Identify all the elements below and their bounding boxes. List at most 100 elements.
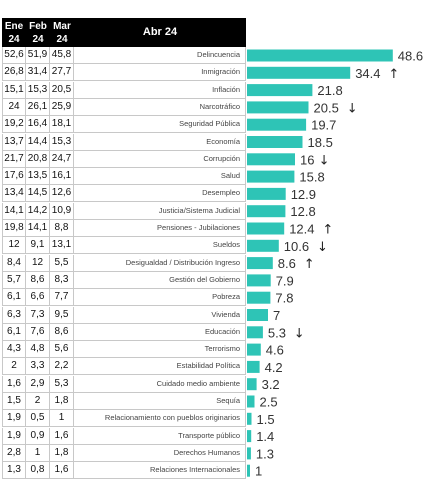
- bar-relaciones-internacionales: [247, 464, 250, 477]
- arrow-up-icon: ↑: [322, 223, 333, 238]
- value-label-justicia-sistema-judicial: 12.8: [290, 204, 315, 219]
- cell-mar-24: 1,6: [50, 462, 74, 480]
- cell-feb-24: 20,8: [26, 150, 50, 168]
- category-label-inmigracion: Inmigración: [74, 64, 246, 82]
- cell-feb-24: 31,4: [26, 64, 50, 82]
- bar-educacion: [247, 326, 263, 339]
- cell-feb-24: 26,1: [26, 98, 50, 116]
- cell-feb-24: 0,8: [26, 462, 50, 480]
- cell-ene-24: 24: [2, 98, 26, 116]
- table-row: 13,4 14,5 12,6 Desempleo: [2, 185, 246, 203]
- cell-mar-24: 16,1: [50, 168, 74, 186]
- value-label-terrorismo: 4.6: [266, 343, 284, 358]
- category-label-desigualdad-distribucion-ingreso: Desigualdad / Distribución Ingreso: [74, 254, 246, 272]
- bar-desigualdad-distribucion-ingreso: [247, 257, 273, 270]
- value-label-economia: 18.5: [308, 135, 333, 150]
- cell-mar-24: 15,3: [50, 133, 74, 151]
- value-label-derechos-humanos: 1.3: [256, 446, 274, 461]
- cell-ene-24: 19,2: [2, 116, 26, 134]
- cell-feb-24: 7,6: [26, 323, 50, 341]
- category-label-educacion: Educación: [74, 323, 246, 341]
- cell-feb-24: 3,3: [26, 358, 50, 376]
- cell-ene-24: 1,3: [2, 462, 26, 480]
- cell-feb-24: 16,4: [26, 116, 50, 134]
- value-label-inflacion: 21.8: [317, 83, 342, 98]
- bar-narcotrafico: [247, 101, 309, 114]
- cell-mar-24: 8,8: [50, 220, 74, 237]
- cell-ene-24: 5,7: [2, 271, 26, 289]
- cell-feb-24: 1: [26, 444, 50, 462]
- header-mar-24: Mar 24: [53, 21, 71, 45]
- category-label-derechos-humanos: Derechos Humanos: [74, 444, 246, 462]
- table-row: 52,6 51,9 45,8 Delincuencia: [2, 47, 246, 64]
- cell-mar-24: 20,5: [50, 81, 74, 99]
- category-label-sequia: Sequía: [74, 393, 246, 410]
- cell-mar-24: 27,7: [50, 64, 74, 82]
- cell-feb-24: 0,9: [26, 427, 50, 445]
- bar-estabilidad-politica: [247, 360, 260, 373]
- table-row: 6,3 7,3 9,5 Vivienda: [2, 306, 246, 324]
- cell-ene-24: 17,6: [2, 168, 26, 186]
- table-row: 1,9 0,9 1,6 Transporte público: [2, 427, 246, 445]
- bar-salud: [247, 170, 295, 183]
- bar-relacionamiento-con-pueblos-originarios: [247, 412, 252, 425]
- bar-sueldos: [247, 239, 279, 252]
- bar-corrupcion: [247, 153, 295, 166]
- arrow-down-icon: ↓: [294, 326, 305, 341]
- value-label-estabilidad-politica: 4.2: [265, 360, 283, 375]
- category-label-vivienda: Vivienda: [74, 306, 246, 324]
- bar-seguridad-publica: [247, 118, 307, 131]
- arrow-up-icon: ↑: [304, 257, 315, 272]
- category-label-gestion-del-gobierno: Gestión del Gobierno: [74, 271, 246, 289]
- value-label-delincuencia: 48.6: [398, 49, 423, 64]
- table-row: 24 26,1 25,9 Narcotráfico: [2, 98, 246, 116]
- category-label-salud: Salud: [74, 168, 246, 186]
- bar-desempleo: [247, 187, 286, 200]
- cell-ene-24: 8,4: [2, 254, 26, 272]
- value-label-pobreza: 7.8: [275, 291, 293, 306]
- cell-ene-24: 2: [2, 358, 26, 376]
- category-label-cuidado-medio-ambiente: Cuidado medio ambiente: [74, 375, 246, 393]
- cell-ene-24: 1,9: [2, 410, 26, 428]
- bar-inmigracion: [247, 66, 351, 79]
- bar-pensiones-jubilaciones: [247, 222, 285, 235]
- header-feb-24: Feb 24: [29, 21, 47, 45]
- table-row: 5,7 8,6 8,3 Gestión del Gobierno: [2, 271, 246, 289]
- table-row: 2 3,3 2,2 Estabilidad Política: [2, 358, 246, 376]
- value-label-cuidado-medio-ambiente: 3.2: [262, 377, 280, 392]
- cell-feb-24: 2: [26, 393, 50, 410]
- cell-ene-24: 6,1: [2, 323, 26, 341]
- cell-mar-24: 45,8: [50, 47, 74, 64]
- bar-economia: [247, 136, 303, 148]
- cell-feb-24: 0,5: [26, 410, 50, 428]
- arrow-down-icon: ↓: [319, 153, 330, 168]
- cell-ene-24: 6,3: [2, 306, 26, 324]
- cell-feb-24: 4,8: [26, 341, 50, 359]
- table-row: 19,2 16,4 18,1 Seguridad Pública: [2, 116, 246, 134]
- value-label-relaciones-internacionales: 1: [255, 464, 262, 479]
- table-row: 19,8 14,1 8,8 Pensiones - Jubilaciones: [2, 220, 246, 237]
- arrow-down-icon: ↓: [347, 101, 358, 116]
- cell-mar-24: 5,6: [50, 341, 74, 359]
- cell-mar-24: 10,9: [50, 202, 74, 220]
- cell-ene-24: 6,1: [2, 289, 26, 307]
- cell-feb-24: 14,2: [26, 202, 50, 220]
- value-label-gestion-del-gobierno: 7.9: [276, 273, 294, 288]
- category-label-relacionamiento-con-pueblos-originarios: Relacionamiento con pueblos originarios: [74, 410, 246, 428]
- arrow-up-icon: ↑: [388, 67, 399, 82]
- table-row: 6,1 7,6 8,6 Educación: [2, 323, 246, 341]
- category-label-corrupcion: Corrupción: [74, 150, 246, 168]
- table-row: 8,4 12 5,5 Desigualdad / Distribución Ingre…: [2, 254, 246, 272]
- header-abr-24: Abr 24: [142, 26, 178, 38]
- bar-cuidado-medio-ambiente: [247, 378, 257, 391]
- cell-mar-24: 25,9: [50, 98, 74, 116]
- value-label-sequia: 2.5: [260, 395, 278, 410]
- cell-ene-24: 19,8: [2, 220, 26, 237]
- value-label-desigualdad-distribucion-ingreso: 8.6: [278, 256, 296, 271]
- category-label-justicia-sistema-judicial: Justicia/Sistema Judicial: [74, 202, 246, 220]
- category-label-pensiones-jubilaciones: Pensiones - Jubilaciones: [74, 220, 246, 237]
- cell-ene-24: 4,3: [2, 341, 26, 359]
- cell-ene-24: 52,6: [2, 47, 26, 64]
- category-label-terrorismo: Terrorismo: [74, 341, 246, 359]
- bar-inflacion: [247, 84, 313, 97]
